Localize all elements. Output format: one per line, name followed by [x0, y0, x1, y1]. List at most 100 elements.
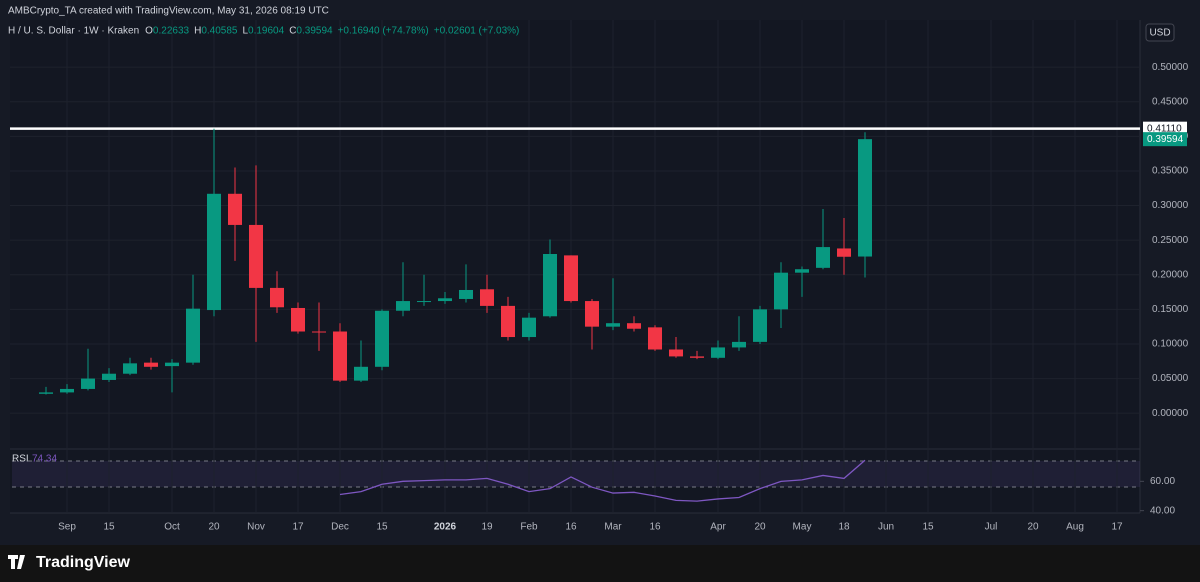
level-label: 0.41110	[1147, 123, 1182, 134]
price-label: 0.39594	[1147, 134, 1184, 145]
x-tick-label: 15	[103, 522, 115, 533]
candle-body	[333, 331, 347, 381]
legend-text: O	[145, 26, 153, 37]
legend-text: C	[289, 26, 296, 37]
x-tick-label: 19	[481, 522, 493, 533]
candle-body	[291, 307, 305, 332]
candle-body	[165, 362, 179, 367]
y-tick-label: 0.15000	[1152, 304, 1189, 315]
rsi-tick-label: 60.00	[1150, 476, 1175, 487]
footer	[0, 545, 1200, 582]
candle-body	[501, 305, 515, 338]
credit: AMBCrypto_TA created with TradingView.co…	[8, 6, 329, 17]
candle-body	[312, 331, 326, 333]
candle-body	[795, 269, 809, 273]
y-tick-label: 0.10000	[1152, 339, 1189, 350]
candle-body	[858, 139, 872, 257]
x-tick-label: 17	[292, 522, 304, 533]
candle-body	[354, 366, 368, 381]
x-tick-label: Feb	[520, 522, 538, 533]
x-tick-label: Apr	[710, 522, 726, 533]
candle-body	[564, 255, 578, 302]
rsi-tick-label: 40.00	[1150, 505, 1175, 516]
candle-body	[543, 253, 557, 317]
brand: TradingView	[36, 554, 131, 571]
x-tick-label: Nov	[247, 522, 265, 533]
legend-text: 0.19604	[248, 26, 285, 37]
candle-body	[228, 193, 242, 225]
x-tick-label: Jul	[985, 522, 998, 533]
y-tick-label: 0.00000	[1152, 408, 1189, 419]
rsi-line	[339, 459, 866, 502]
candle-body	[207, 193, 221, 311]
x-tick-label: 15	[376, 522, 388, 533]
x-tick-label: Sep	[58, 522, 76, 533]
candle-body	[753, 309, 767, 342]
x-tick-label: Mar	[604, 522, 622, 533]
candle-body	[711, 347, 725, 358]
y-tick-label: 0.35000	[1152, 166, 1189, 177]
x-tick-label: 2026	[434, 522, 457, 533]
candle-body	[522, 317, 536, 338]
candle-body	[375, 310, 389, 367]
candle-body	[606, 323, 620, 327]
rsi-band	[12, 461, 1140, 487]
candle-body	[39, 392, 53, 394]
candle-body	[144, 362, 158, 367]
rsi-value: 74.34	[32, 454, 57, 465]
candle-body	[102, 373, 116, 380]
candle-body	[270, 287, 284, 308]
legend-text: 0.40585	[201, 26, 238, 37]
candle-body	[417, 301, 431, 303]
x-tick-label: Dec	[331, 522, 349, 533]
candle-body	[585, 301, 599, 327]
rsi-name: RSI	[12, 454, 29, 465]
y-tick-label: 0.50000	[1152, 62, 1189, 73]
candle-body	[480, 289, 494, 306]
x-tick-label: 15	[922, 522, 934, 533]
x-tick-label: 17	[1111, 522, 1123, 533]
candle-body	[690, 356, 704, 358]
x-tick-label: 18	[838, 522, 850, 533]
y-tick-label: 0.25000	[1152, 235, 1189, 246]
x-tick-label: 20	[1027, 522, 1039, 533]
price-label-box	[1143, 132, 1187, 147]
legend-text: +0.16940 (+74.78%)	[338, 26, 429, 37]
candle-body	[81, 378, 95, 389]
candle-body	[648, 327, 662, 350]
candle-body	[627, 323, 641, 329]
y-tick-label: 0.45000	[1152, 96, 1189, 107]
candle-body	[249, 224, 263, 288]
y-tick-label: 0.20000	[1152, 269, 1189, 280]
legend-text: 0.22633	[153, 26, 190, 37]
candle-body	[123, 363, 137, 374]
x-tick-label: Jun	[878, 522, 894, 533]
legend-text: +0.02601 (+7.03%)	[434, 26, 520, 37]
legend-text: H	[194, 26, 201, 37]
x-tick-label: Oct	[164, 522, 180, 533]
candle-body	[459, 289, 473, 299]
x-tick-label: 16	[649, 522, 661, 533]
legend-text: L	[242, 26, 248, 37]
candle-body	[816, 247, 830, 268]
currency: USD	[1149, 28, 1170, 39]
currency-box	[1145, 23, 1175, 42]
x-tick-label: May	[793, 522, 812, 533]
legend-text: 0.39594	[296, 26, 333, 37]
x-tick-label: 16	[565, 522, 577, 533]
candle-body	[60, 388, 74, 393]
x-tick-label: Aug	[1066, 522, 1084, 533]
y-tick-label: 0.05000	[1152, 373, 1189, 384]
candle-body	[837, 248, 851, 257]
legend-text: H / U. S. Dollar · 1W · Kraken	[8, 26, 139, 37]
candle-body	[396, 301, 410, 311]
brand-logo	[8, 555, 25, 569]
candle-body	[438, 298, 452, 302]
candle-body	[186, 308, 200, 363]
candle-body	[774, 272, 788, 310]
y-tick-label: 0.30000	[1152, 200, 1189, 211]
candle-body	[669, 349, 683, 357]
x-tick-label: 20	[208, 522, 220, 533]
